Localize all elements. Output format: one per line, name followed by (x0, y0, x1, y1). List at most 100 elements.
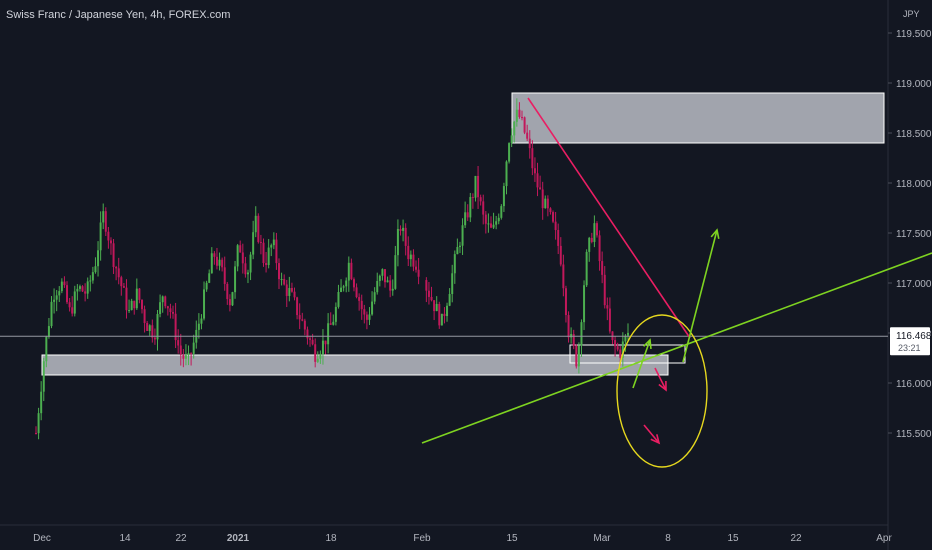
last-price-tag (890, 327, 930, 356)
candle-body (500, 206, 503, 218)
candle-body (601, 261, 604, 275)
candle-body (438, 303, 441, 326)
candle-body (208, 273, 211, 283)
candle-body (71, 307, 74, 314)
candle-body (603, 274, 606, 306)
candle-body (518, 109, 521, 118)
y-tick-label: 115.500 (896, 429, 932, 440)
candle-body (536, 173, 539, 188)
candle-body (528, 138, 531, 149)
candle-body (259, 241, 262, 243)
candle-body (347, 262, 350, 281)
x-tick-label: 18 (325, 533, 337, 544)
candle-body (495, 221, 498, 225)
candle-body (399, 228, 402, 231)
candle-body (614, 340, 617, 347)
x-tick-label: 8 (665, 533, 671, 544)
candle-body (179, 345, 182, 355)
candle-body (352, 279, 355, 288)
candle-body (595, 223, 598, 236)
x-tick-label: Feb (413, 533, 431, 544)
candle-body (332, 321, 335, 325)
x-tick-label: 15 (506, 533, 518, 544)
candle-body (404, 227, 407, 246)
candle-body (265, 263, 268, 266)
candle-body (329, 323, 332, 325)
bearish-arrow-upper (654, 367, 667, 391)
candle-body (446, 305, 449, 317)
candle-body (394, 255, 397, 289)
candle-body (389, 280, 392, 291)
candle-body (97, 250, 100, 267)
candle-body (433, 300, 436, 312)
candle-body (489, 223, 492, 228)
candle-body (521, 117, 524, 119)
candle-body (334, 306, 337, 322)
candle-body (510, 135, 513, 144)
candle-body (585, 251, 588, 286)
candle-body (257, 215, 260, 242)
y-tick-label: 118.500 (896, 129, 932, 140)
bullish-arrow-large (682, 229, 718, 363)
candle-body (190, 353, 193, 355)
candle-body (590, 237, 593, 242)
y-tick-label: 117.500 (896, 229, 932, 240)
candle-body (482, 201, 485, 215)
y-tick-label: 119.000 (896, 79, 932, 90)
candle-body (184, 355, 187, 359)
candle-body (448, 294, 451, 306)
y-tick-label: 117.000 (896, 279, 932, 290)
candle-body (221, 259, 224, 268)
candle-body (197, 323, 200, 330)
candle-body (47, 326, 50, 337)
x-tick-label: 15 (727, 533, 739, 544)
candle-body (303, 320, 306, 330)
candle-body (412, 254, 415, 267)
candle-body (280, 279, 283, 281)
candle-body (177, 340, 180, 346)
candle-body (86, 281, 89, 294)
candle-body (567, 315, 570, 338)
candle-body (223, 267, 226, 284)
candle-body (409, 254, 412, 260)
candle-body (386, 280, 389, 283)
candle-body (187, 353, 190, 356)
candle-body (138, 288, 141, 300)
candle-body (311, 339, 314, 345)
candle-body (391, 288, 394, 291)
candle-body (210, 253, 213, 274)
bullish-arrow-small-head (643, 338, 652, 350)
candle-body (78, 286, 81, 289)
candle-body (89, 280, 92, 282)
x-tick-label: 22 (175, 533, 187, 544)
candle-body (588, 237, 591, 252)
candle-body (112, 243, 115, 267)
candle-body (552, 212, 555, 222)
candle-body (544, 198, 547, 209)
candle-body (37, 413, 40, 434)
candle-body (244, 263, 247, 275)
bearish-arrow-lower-head (650, 434, 661, 445)
candle-body (471, 197, 474, 199)
candle-body (487, 223, 490, 225)
candle-body (402, 227, 405, 231)
candle-body (577, 345, 580, 367)
candle-body (456, 247, 459, 255)
x-tick-label: 2021 (227, 533, 250, 544)
candle-body (200, 318, 203, 324)
candle-body (327, 323, 330, 345)
candle-body (598, 235, 601, 262)
candle-body (608, 308, 611, 332)
candle-body (358, 297, 361, 301)
candle-body (378, 275, 381, 281)
candle-body (531, 148, 534, 169)
candle-body (143, 309, 146, 324)
candle-body (58, 291, 61, 296)
candle-body (148, 325, 151, 331)
candle-body (451, 273, 454, 295)
candle-body (205, 282, 208, 290)
candle-body (252, 232, 255, 255)
candle-body (549, 208, 552, 213)
candle-body (203, 289, 206, 319)
